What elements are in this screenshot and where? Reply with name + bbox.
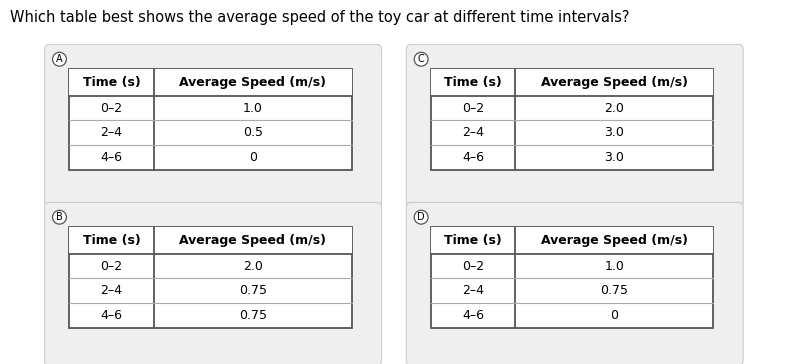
Text: 4–6: 4–6	[101, 151, 122, 164]
Circle shape	[414, 210, 428, 224]
Text: 4–6: 4–6	[462, 309, 484, 322]
Bar	[70, 227, 352, 254]
Text: 2.0: 2.0	[605, 102, 624, 115]
Text: Average Speed (m/s): Average Speed (m/s)	[541, 234, 688, 247]
Text: Time (s): Time (s)	[444, 76, 502, 89]
FancyBboxPatch shape	[406, 44, 743, 207]
Text: 0: 0	[249, 151, 257, 164]
Text: 3.0: 3.0	[605, 151, 624, 164]
Bar	[431, 69, 714, 170]
Text: Time (s): Time (s)	[82, 76, 140, 89]
Text: Average Speed (m/s): Average Speed (m/s)	[541, 76, 688, 89]
Text: 2–4: 2–4	[101, 284, 122, 297]
Bar	[70, 69, 352, 170]
FancyBboxPatch shape	[45, 44, 382, 207]
Text: 2–4: 2–4	[462, 284, 484, 297]
FancyBboxPatch shape	[406, 202, 743, 364]
Text: 4–6: 4–6	[101, 309, 122, 322]
Bar	[431, 69, 714, 96]
Text: 0: 0	[610, 309, 618, 322]
Text: 2–4: 2–4	[101, 126, 122, 139]
Text: Time (s): Time (s)	[82, 234, 140, 247]
Text: 0–2: 0–2	[462, 260, 484, 273]
Bar	[431, 227, 714, 328]
Text: Which table best shows the average speed of the toy car at different time interv: Which table best shows the average speed…	[10, 10, 630, 25]
Text: Average Speed (m/s): Average Speed (m/s)	[179, 76, 326, 89]
Text: 0.5: 0.5	[242, 126, 262, 139]
Text: 0.75: 0.75	[238, 309, 266, 322]
Text: 0–2: 0–2	[462, 102, 484, 115]
Text: Time (s): Time (s)	[444, 234, 502, 247]
Text: D: D	[418, 212, 425, 222]
Text: 0–2: 0–2	[101, 260, 122, 273]
Text: 2.0: 2.0	[242, 260, 262, 273]
Text: 0.75: 0.75	[238, 284, 266, 297]
Text: C: C	[418, 54, 425, 64]
Text: 0–2: 0–2	[101, 102, 122, 115]
Text: 1.0: 1.0	[605, 260, 624, 273]
Text: 1.0: 1.0	[242, 102, 262, 115]
Circle shape	[414, 52, 428, 66]
Bar	[70, 227, 352, 328]
Text: 2–4: 2–4	[462, 126, 484, 139]
Bar	[431, 227, 714, 254]
Circle shape	[53, 210, 66, 224]
Text: 0.75: 0.75	[600, 284, 628, 297]
Text: A: A	[56, 54, 62, 64]
Text: 4–6: 4–6	[462, 151, 484, 164]
Text: 3.0: 3.0	[605, 126, 624, 139]
FancyBboxPatch shape	[45, 202, 382, 364]
Text: B: B	[56, 212, 63, 222]
Bar	[70, 69, 352, 96]
Text: Average Speed (m/s): Average Speed (m/s)	[179, 234, 326, 247]
Circle shape	[53, 52, 66, 66]
